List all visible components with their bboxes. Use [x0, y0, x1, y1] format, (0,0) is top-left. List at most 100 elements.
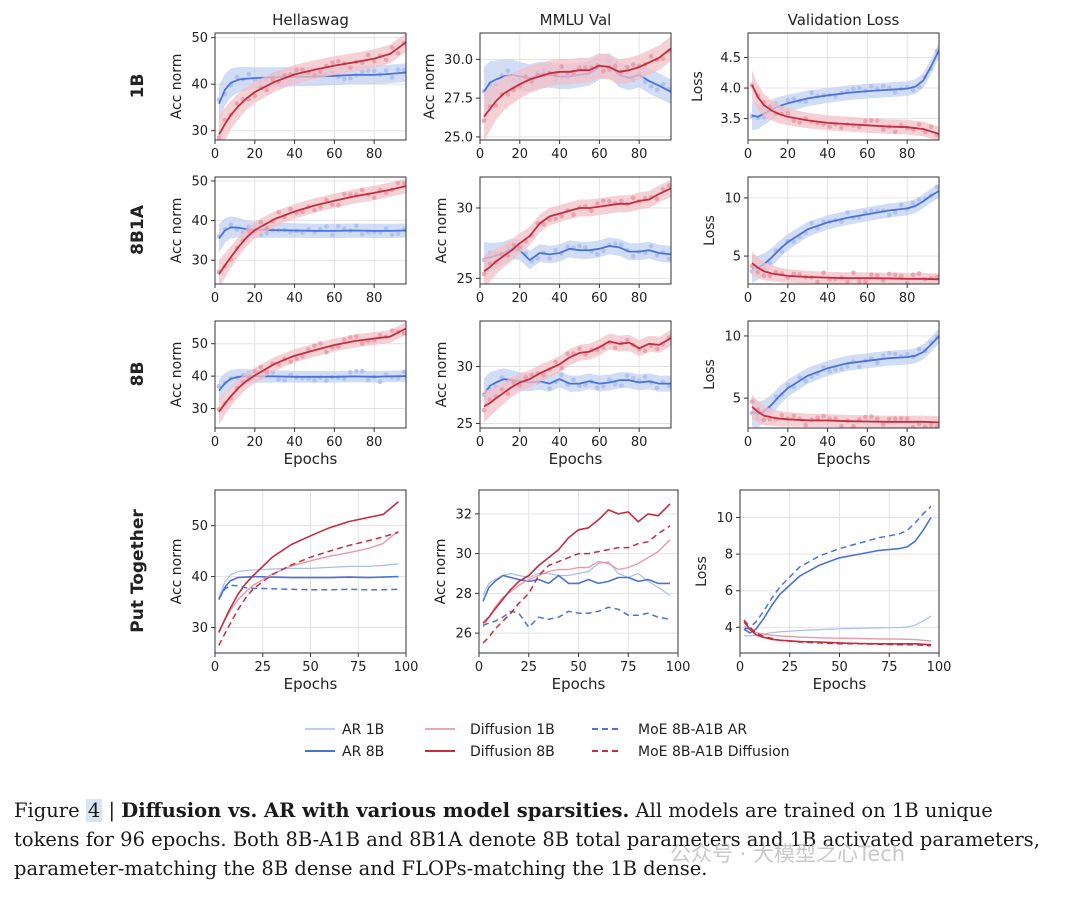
- caption-line-2: tokens for 96 epochs. Both 8B-A1B and 8B…: [14, 828, 1040, 851]
- x-tick-label: 0: [476, 147, 484, 162]
- data-point: [624, 337, 630, 343]
- data-point: [541, 221, 546, 227]
- data-point: [330, 232, 335, 238]
- caption-separator: |: [108, 799, 116, 822]
- data-point: [246, 71, 252, 77]
- data-point: [916, 122, 922, 127]
- y-tick-label: 4: [725, 621, 733, 636]
- x-tick-label: 80: [631, 435, 648, 450]
- data-point: [803, 379, 808, 384]
- data-point: [803, 99, 808, 104]
- plot-frame: [214, 176, 407, 285]
- data-point: [318, 341, 323, 346]
- x-tick-label: 75: [350, 660, 367, 675]
- data-point: [294, 356, 299, 361]
- data-point: [330, 202, 335, 207]
- data-point: [395, 51, 401, 56]
- legend-label: MoE 8B-A1B AR: [638, 722, 747, 738]
- data-point: [916, 421, 922, 427]
- data-point: [547, 386, 552, 391]
- data-point: [559, 64, 564, 69]
- x-tick-label: 50: [302, 660, 319, 675]
- x-tick-label: 40: [819, 435, 836, 450]
- y-tick-label: 26: [455, 627, 472, 642]
- data-point: [577, 346, 582, 352]
- data-point: [624, 64, 630, 70]
- data-point: [505, 68, 511, 73]
- series-line-moe_diff: [218, 531, 399, 646]
- column-title: MMLU Val: [540, 11, 612, 29]
- caption-line1-rest: All models are trained on 1B unique: [635, 799, 993, 822]
- data-point: [875, 416, 880, 421]
- x-tick-label: 20: [512, 435, 529, 450]
- data-point: [359, 368, 365, 374]
- data-point: [252, 93, 258, 99]
- data-point: [613, 382, 618, 387]
- x-tick-label: 20: [247, 291, 264, 306]
- confidence-band: [752, 328, 939, 428]
- data-point: [595, 251, 600, 257]
- data-point: [821, 270, 826, 276]
- data-point: [395, 231, 401, 237]
- confidence-band: [484, 179, 671, 284]
- series-line-diff: [218, 327, 406, 413]
- data-point: [892, 416, 898, 422]
- plot-area: [482, 503, 671, 644]
- data-point: [881, 127, 886, 133]
- y-tick-label: 50: [191, 31, 208, 46]
- data-point: [595, 201, 600, 206]
- data-point: [216, 135, 222, 140]
- x-tick-label: 75: [620, 660, 637, 675]
- x-tick-label: 20: [247, 435, 264, 450]
- data-point: [601, 68, 606, 74]
- plot-area: [749, 184, 939, 284]
- y-tick-label: 30: [456, 201, 473, 216]
- y-tick-label: 50: [191, 519, 208, 534]
- data-point: [348, 75, 353, 81]
- data-point: [395, 67, 401, 72]
- data-point: [318, 69, 323, 75]
- data-point: [270, 77, 276, 82]
- data-point: [348, 335, 353, 340]
- data-point: [348, 192, 353, 197]
- data-point: [324, 349, 329, 355]
- x-tick-label: 0: [211, 435, 219, 450]
- series-line-diff8b: [218, 501, 399, 633]
- series-line-ar: [218, 226, 406, 239]
- figure-panels: Hellaswag MMLU Val Validation Loss 1B 8B1A 8B…: [128, 11, 951, 760]
- data-point: [613, 63, 618, 69]
- x-tick-label: 0: [736, 660, 744, 675]
- chart-panel-8b1a-loss: 0 20 40 60 80 5 10 Loss: [702, 176, 940, 306]
- data-point: [312, 207, 317, 213]
- x-tick-label: 50: [831, 660, 848, 675]
- data-point: [630, 195, 636, 201]
- chart-panel-1b-mmlu: 0 20 40 60 80 25.0 27.5 30.0 Acc norm: [422, 32, 672, 162]
- data-point: [827, 124, 832, 129]
- row-label: 8B1A: [128, 204, 148, 255]
- x-tick-label: 60: [859, 291, 876, 306]
- data-point: [934, 274, 939, 280]
- data-point: [761, 273, 767, 279]
- data-point: [761, 417, 767, 423]
- series-line-ar8b: [218, 575, 399, 600]
- data-point: [383, 226, 389, 231]
- data-point: [336, 202, 341, 208]
- series-line-ar: [218, 375, 406, 392]
- x-tick-label: 80: [631, 147, 648, 162]
- series-line-ar1b: [743, 615, 932, 637]
- data-point: [791, 239, 797, 244]
- x-axis-label: Epochs: [817, 450, 871, 468]
- column-title: Validation Loss: [788, 11, 900, 29]
- plot-area: [218, 501, 399, 646]
- y-tick-label: 4.5: [720, 51, 741, 66]
- data-point: [619, 198, 624, 204]
- y-tick-label: 28: [455, 587, 472, 602]
- data-point: [785, 110, 791, 116]
- y-tick-label: 6: [725, 584, 733, 599]
- plot-area: [481, 179, 671, 284]
- series-line-ar: [483, 378, 671, 395]
- data-point: [577, 383, 582, 389]
- x-tick-label: 0: [744, 147, 752, 162]
- data-point: [851, 270, 856, 276]
- data-point: [875, 118, 880, 123]
